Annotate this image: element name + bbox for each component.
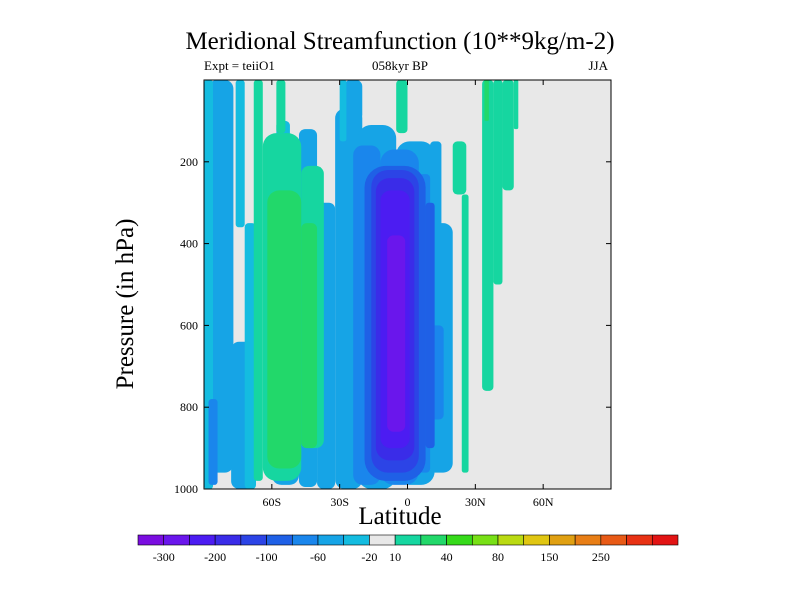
colorbar-swatch [574,534,602,546]
colorbar-label: -20 [361,550,377,564]
colorbar-swatch [651,534,679,546]
contour-region [502,80,514,191]
contour-region [387,235,406,432]
contour-region [301,223,318,449]
contour-region [244,223,257,489]
x-axis-label: Latitude [358,503,442,530]
colorbar-swatch [214,534,242,546]
colorbar-swatch [549,534,576,546]
time-label: 058kyr BP [372,58,428,73]
y-tick-label: 200 [180,155,198,169]
contour-region [235,80,245,228]
colorbar-label: 40 [441,550,453,564]
colorbar-swatch [137,534,165,546]
contour-region [339,80,347,142]
colorbar-label: 80 [492,550,504,564]
contour-fills [204,80,519,490]
x-tick-label: 30N [465,495,486,509]
contour-region [493,80,503,285]
contour-region [396,80,408,134]
colorbar-label: -100 [256,550,278,564]
colorbar-swatch [497,534,525,546]
colorbar-swatch [291,534,319,546]
contour-region [482,80,494,391]
contour-region [204,80,214,489]
contour-region [253,80,263,481]
season-label: JJA [588,58,608,73]
colorbar-label: -200 [204,550,226,564]
y-tick-label: 400 [180,237,198,251]
colorbar-swatch [471,534,499,546]
experiment-label: Expt = teiiO1 [204,58,275,73]
contour-region [267,190,302,469]
y-tick-label: 600 [180,318,198,332]
x-axis: 60S 30S 0 30N 60N [262,80,554,509]
contour-region [461,194,469,473]
colorbar-swatch [420,534,447,546]
chart-title: Meridional Streamfunction (10**9kg/m-2) [185,28,615,55]
y-axis: 200 400 600 800 1000 [174,155,611,496]
colorbar-swatch [343,534,370,546]
contour-region [513,80,519,130]
colorbar-label: 250 [592,550,610,564]
colorbar-label: -60 [310,550,326,564]
colorbar-swatch [394,534,422,546]
colorbar-swatch [240,534,267,546]
colorbar-swatch [523,534,550,546]
colorbar-label: -300 [153,550,175,564]
colorbar: -300 -200 -100 -60 -20 10 40 80 150 250 [137,534,679,564]
contour-region [425,202,435,449]
contour-region [276,80,286,134]
x-tick-label: 30S [330,495,349,509]
x-tick-label: 60N [533,495,554,509]
colorbar-swatch [446,534,473,546]
colorbar-swatch [369,534,396,546]
colorbar-swatch [626,534,653,546]
contour-region [208,80,234,473]
y-tick-label: 1000 [174,482,198,496]
x-tick-label: 60S [262,495,281,509]
contour-region [484,80,489,121]
colorbar-swatch [317,534,345,546]
colorbar-swatch [163,534,190,546]
colorbar-label: 10 [389,550,401,564]
contour-region [208,399,218,485]
colorbar-swatch [600,534,627,546]
colorbar-swatch [266,534,293,546]
x-tick-label: 0 [405,495,411,509]
contour-region [452,141,467,195]
colorbar-swatch [189,534,216,546]
y-tick-label: 800 [180,400,198,414]
colorbar-label: 150 [540,550,558,564]
